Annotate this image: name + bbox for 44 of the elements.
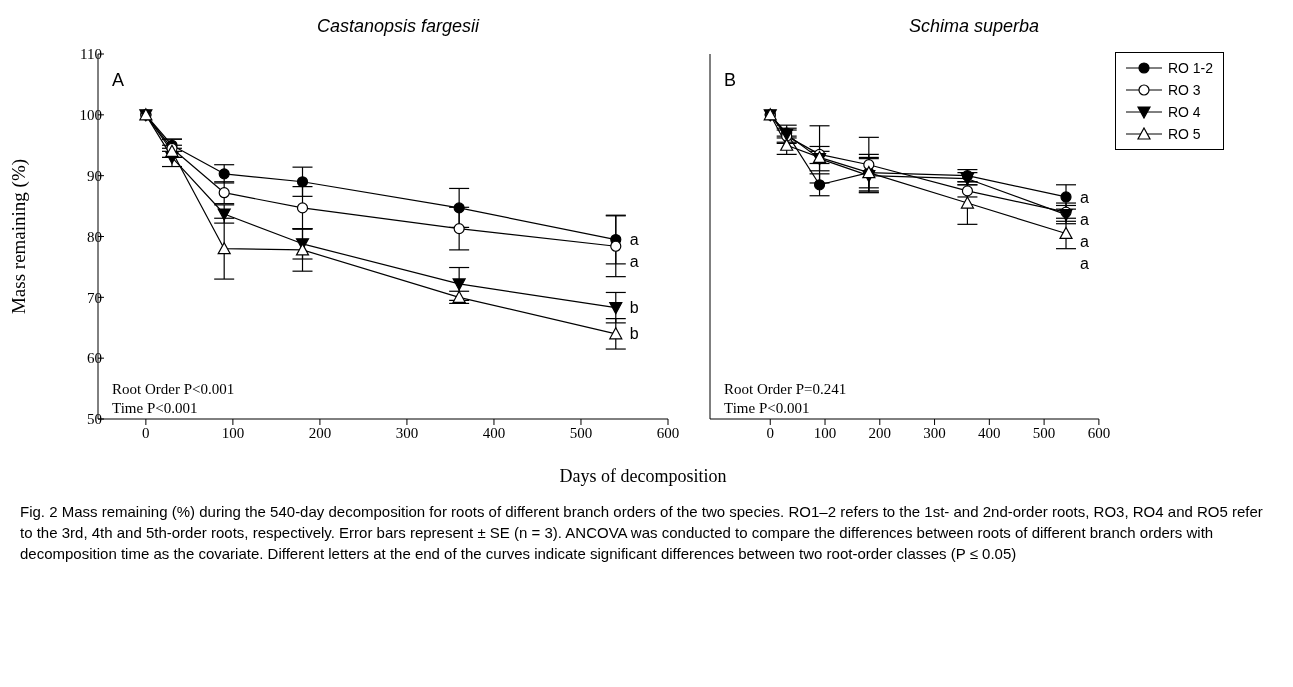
x-tick-label: 400 [482, 424, 506, 441]
y-tick-label: 110 [80, 46, 102, 63]
legend-label: RO 1-2 [1167, 60, 1213, 76]
caption: Fig. 2 Mass remaining (%) during the 540-day decomposition for roots of different branch orders of the two species. RO1–2 refers to the 1st- and 2nd-order roots, RO3, RO4 and RO5 refer to the 3rd, 4th and 5th-order roots, respectively. Error bars represent ± SE (n = 3). ANCOVA was conducted to compare the differences between roots of different branch orders with decomposition time as the covariate. Different letters at the end of the curves indicate significant differences between two root-order classes (P ≤ 0.05) [20, 502, 1264, 564]
x-tick-label: 500 [569, 424, 593, 441]
annotation: Root Order P=0.241 [724, 380, 847, 399]
y-tick-label: 50 [87, 411, 102, 428]
annotation: a [629, 231, 639, 249]
annotation: b [629, 299, 639, 317]
annotation: Root Order P<0.001 [112, 380, 235, 399]
chart-title: Schima superba [907, 15, 1041, 38]
annotation: a [629, 253, 639, 271]
x-tick-label: 0 [766, 424, 774, 441]
legend-label: RO 3 [1167, 82, 1201, 98]
legend-label: RO 5 [1167, 126, 1201, 142]
x-tick-label: 500 [1032, 424, 1056, 441]
y-tick-label: 80 [87, 228, 102, 245]
x-tick-label: 0 [142, 424, 150, 441]
annotation: B [724, 70, 737, 91]
x-tick-label: 300 [923, 424, 946, 441]
annotation: a [1080, 232, 1090, 250]
annotation: a [1080, 210, 1090, 228]
annotation: a [1080, 254, 1090, 272]
x-tick-label: 200 [308, 424, 332, 441]
annotation: a [1080, 188, 1090, 206]
x-tick-label: 600 [656, 424, 680, 441]
legend-label: RO 4 [1167, 104, 1201, 120]
y-tick-label: 60 [87, 350, 102, 367]
x-axis-title: Days of decomposition [558, 466, 728, 487]
y-axis-title: Mass remaining (%) [7, 158, 30, 315]
y-tick-label: 90 [87, 167, 102, 184]
x-tick-label: 400 [978, 424, 1001, 441]
annotation: Time P<0.001 [112, 399, 199, 418]
annotation: Time P<0.001 [724, 399, 811, 418]
x-tick-label: 600 [1087, 424, 1111, 441]
chart-title: Castanopsis fargesii [315, 15, 481, 38]
x-tick-label: 200 [868, 424, 892, 441]
x-tick-label: 100 [221, 424, 245, 441]
annotation: A [112, 70, 125, 91]
x-tick-label: 300 [395, 424, 419, 441]
y-tick-label: 70 [87, 289, 102, 306]
y-tick-label: 100 [79, 107, 102, 124]
annotation: b [629, 325, 639, 343]
x-tick-label: 100 [813, 424, 837, 441]
